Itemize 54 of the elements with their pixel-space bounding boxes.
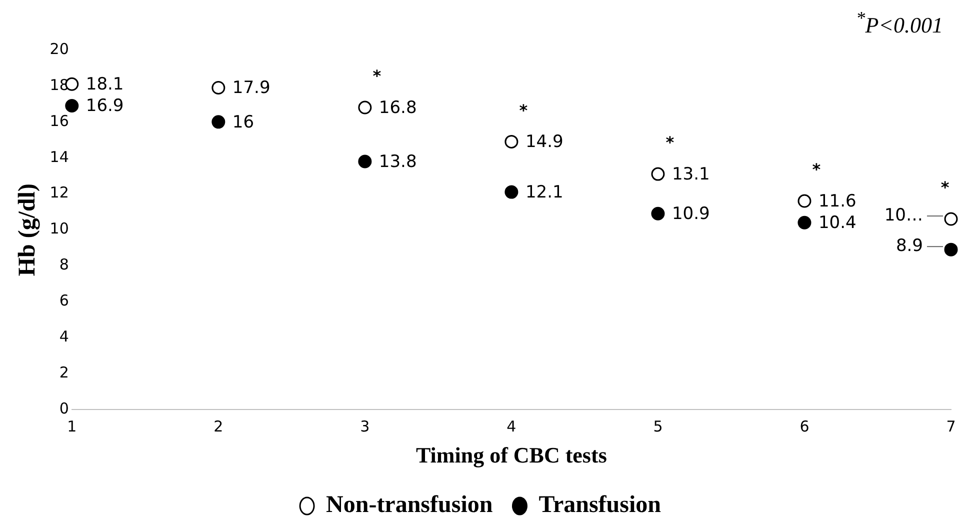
- x-tick-label: 2: [214, 417, 224, 436]
- point: [212, 115, 226, 129]
- data-label: 11.6: [818, 191, 856, 212]
- data-label: 18.1: [86, 74, 124, 95]
- annotation: *: [372, 66, 382, 86]
- x-tick-label: 1: [67, 417, 77, 436]
- annotation: *: [519, 100, 528, 120]
- y-tick-label: 6: [59, 292, 69, 310]
- y-tick-label: 8: [59, 256, 69, 274]
- point: [651, 206, 665, 220]
- data-label: 16.9: [86, 96, 124, 116]
- y-tick-label: 4: [59, 328, 69, 346]
- data-label: 10.9: [672, 204, 710, 224]
- x-tick-label: 7: [946, 417, 956, 436]
- data-label: 16: [232, 112, 254, 132]
- y-tick-label: 10: [50, 220, 69, 238]
- data-label: 13.8: [378, 152, 417, 172]
- annotation: *: [940, 178, 950, 198]
- point: [651, 167, 665, 181]
- data-label: 16.8: [378, 98, 417, 118]
- data-label: 12.1: [525, 182, 564, 202]
- legend-label: Transfusion: [538, 492, 661, 518]
- y-axis-title: Hb (g/dl): [14, 183, 41, 276]
- data-label: 8.9: [896, 236, 923, 256]
- point: [358, 100, 372, 114]
- y-tick-label: 20: [50, 40, 69, 58]
- x-tick-label: 5: [653, 417, 663, 436]
- y-tick-label: 0: [59, 399, 69, 418]
- data-label: 10.4: [818, 213, 856, 234]
- point: [65, 98, 79, 112]
- data-label: 17.9: [232, 78, 270, 98]
- point: [504, 185, 518, 199]
- y-tick-label: 12: [50, 184, 69, 202]
- point: [358, 154, 372, 168]
- legend-label: Non-transfusion: [326, 492, 493, 518]
- text: $^{*}$P<0.001: [856, 8, 943, 38]
- annotation: *: [666, 133, 675, 152]
- data-label: 10…: [884, 205, 923, 226]
- y-tick-label: 16: [50, 112, 69, 130]
- point: [798, 194, 812, 208]
- x-tick-label: 6: [800, 417, 810, 436]
- point: [504, 134, 518, 148]
- data-label: 13.1: [672, 164, 710, 184]
- data-label: 14.9: [525, 132, 564, 152]
- point: [212, 81, 226, 95]
- point: [944, 212, 958, 226]
- point: [944, 242, 958, 256]
- y-tick-label: 14: [50, 148, 69, 166]
- x-tick-label: 3: [360, 417, 370, 436]
- annotation: *: [812, 160, 822, 180]
- y-tick-label: 2: [59, 364, 69, 382]
- x-axis-title: Timing of CBC tests: [416, 442, 608, 468]
- x-tick-label: 4: [506, 417, 516, 436]
- point: [798, 216, 812, 230]
